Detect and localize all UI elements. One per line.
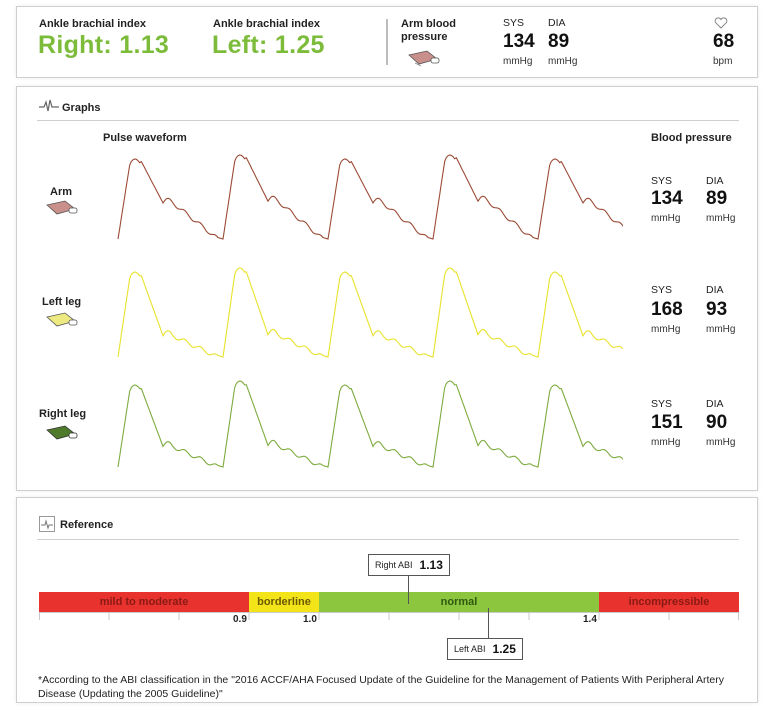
heart-icon xyxy=(714,17,728,29)
right-leg-waveform xyxy=(117,380,623,468)
right-abi-pointer xyxy=(408,576,409,604)
arm-dia-label: DIA xyxy=(706,175,724,187)
abi-right-value: Right: 1.13 xyxy=(38,31,170,59)
right-abi-callout: Right ABI 1.13 xyxy=(368,554,450,576)
graphs-title: Graphs xyxy=(62,102,101,114)
right-dia-label: DIA xyxy=(706,398,724,410)
arm-cuff-icon xyxy=(408,50,440,67)
dia-unit: mmHg xyxy=(548,56,578,67)
row-label-left-leg: Left leg xyxy=(42,296,82,308)
right-leg-waveform-line xyxy=(117,380,623,468)
right-leg-cuff-icon xyxy=(46,425,78,440)
segment-normal: normal xyxy=(319,592,599,612)
summary-divider xyxy=(386,19,388,65)
left-abi-callout: Left ABI 1.25 xyxy=(447,638,523,660)
pulse-unit: bpm xyxy=(713,56,733,67)
left-sys-unit: mmHg xyxy=(651,324,681,335)
arm-sys-value: 134 xyxy=(651,188,683,209)
right-sys-unit: mmHg xyxy=(651,437,681,448)
segment-borderline-label: borderline xyxy=(257,596,311,608)
right-dia-unit: mmHg xyxy=(706,437,736,448)
reference-panel: Reference mild to moderate borderline no… xyxy=(16,497,758,703)
row-label-right-leg: Right leg xyxy=(39,408,87,420)
abi-scale: mild to moderate borderline normal incom… xyxy=(39,592,739,624)
arm-sys-label: SYS xyxy=(651,175,673,187)
pulse-value: 68 xyxy=(713,31,735,52)
summary-panel: Ankle brachial index Right: 1.13 Ankle b… xyxy=(16,6,758,78)
left-sys-label: SYS xyxy=(651,284,673,296)
segment-incompressible: incompressible xyxy=(599,592,739,612)
arm-cuff-icon xyxy=(46,200,78,215)
arm-dia-value: 89 xyxy=(706,188,728,209)
tick-1-0: 1.0 xyxy=(303,614,317,625)
arm-waveform xyxy=(117,154,623,240)
row-label-arm: Arm xyxy=(50,186,73,198)
graphs-panel: Graphs Pulse waveform Blood pressure Arm… xyxy=(16,86,758,491)
arm-sys-unit: mmHg xyxy=(651,213,681,224)
abi-left-label: Ankle brachial index xyxy=(213,18,320,30)
left-abi-label: Left ABI xyxy=(454,644,486,654)
arm-dia-unit: mmHg xyxy=(706,213,736,224)
right-abi-value: 1.13 xyxy=(419,558,443,572)
dia-label: DIA xyxy=(548,17,566,29)
reference-divider xyxy=(37,539,739,540)
sys-label: SYS xyxy=(503,17,525,29)
left-abi-value: 1.25 xyxy=(492,642,516,656)
right-abi-label: Right ABI xyxy=(375,560,413,570)
segment-incompressible-label: incompressible xyxy=(628,596,710,608)
arm-waveform-line xyxy=(117,154,623,240)
dia-value: 89 xyxy=(548,31,570,52)
graphs-divider xyxy=(37,120,739,121)
left-dia-label: DIA xyxy=(706,284,724,296)
left-leg-waveform xyxy=(117,267,623,358)
arm-bp-label: Arm blood pressure xyxy=(401,18,456,43)
segment-borderline: borderline xyxy=(249,592,319,612)
right-dia-value: 90 xyxy=(706,412,728,433)
segment-mild-to-moderate: mild to moderate xyxy=(39,592,249,612)
sys-unit: mmHg xyxy=(503,56,533,67)
waveform-icon xyxy=(39,99,59,112)
right-sys-value: 151 xyxy=(651,412,683,433)
right-sys-label: SYS xyxy=(651,398,673,410)
classification-footnote: *According to the ABI classification in … xyxy=(38,674,725,700)
scale-ticks xyxy=(39,612,739,620)
tick-1-4: 1.4 xyxy=(583,614,597,625)
reference-icon xyxy=(39,516,55,532)
left-sys-value: 168 xyxy=(651,299,683,320)
left-leg-waveform-line xyxy=(117,267,623,358)
segment-normal-label: normal xyxy=(440,596,478,608)
left-leg-cuff-icon xyxy=(46,312,78,327)
left-dia-value: 93 xyxy=(706,299,728,320)
sys-value: 134 xyxy=(503,31,535,52)
left-abi-pointer xyxy=(488,608,489,638)
blood-pressure-header: Blood pressure xyxy=(651,132,732,144)
abi-left-value: Left: 1.25 xyxy=(212,31,325,59)
pulse-waveform-header: Pulse waveform xyxy=(103,132,187,144)
tick-0-9: 0.9 xyxy=(233,614,247,625)
segment-mild-to-moderate-label: mild to moderate xyxy=(99,596,189,608)
abi-right-label: Ankle brachial index xyxy=(39,18,146,30)
reference-title: Reference xyxy=(60,519,114,531)
left-dia-unit: mmHg xyxy=(706,324,736,335)
